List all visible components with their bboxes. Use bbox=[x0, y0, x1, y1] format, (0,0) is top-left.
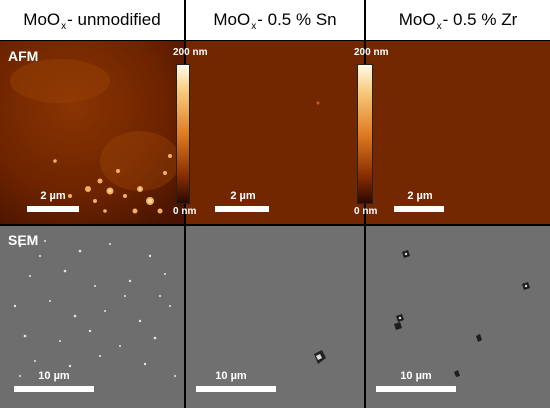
row-divider bbox=[0, 224, 550, 226]
title-prefix: MoO bbox=[23, 10, 61, 29]
sem-scale-label: 10 µm bbox=[38, 370, 70, 382]
title-prefix: MoO bbox=[213, 10, 251, 29]
afm-scale-label: 2 µm bbox=[407, 190, 433, 202]
title-suffix: - 0.5 % Sn bbox=[257, 10, 337, 29]
afm-scale-bar bbox=[215, 206, 269, 212]
column-divider bbox=[364, 0, 366, 408]
sem-panel-zr bbox=[366, 226, 550, 408]
afm-image-zr bbox=[366, 41, 550, 224]
sem-scale-label: 10 µm bbox=[400, 370, 432, 382]
afm-scale-label: 2 µm bbox=[230, 190, 256, 202]
title-suffix: - unmodified bbox=[67, 10, 161, 29]
sem-panel-unmodified bbox=[0, 226, 184, 408]
title-subscript: x bbox=[251, 20, 257, 32]
afm-image-sn bbox=[186, 41, 364, 224]
afm-scale-bar bbox=[27, 206, 79, 212]
afm-colorbar-sn bbox=[176, 64, 190, 204]
sem-row-label: SEM bbox=[8, 232, 39, 248]
colorbar-max-label: 200 nm bbox=[173, 47, 208, 58]
column-title-unmodified: MoO x - unmodified bbox=[0, 0, 184, 40]
afm-panel-unmodified bbox=[0, 41, 184, 224]
sem-panel-sn bbox=[186, 226, 364, 408]
sem-image-unmodified bbox=[0, 226, 184, 408]
column-divider bbox=[184, 0, 186, 408]
colorbar-min-label: 0 nm bbox=[354, 206, 378, 217]
afm-colorbar-zr bbox=[357, 64, 373, 204]
afm-scale-bar bbox=[394, 206, 444, 212]
colorbar-min-label: 0 nm bbox=[173, 206, 197, 217]
sem-scale-label: 10 µm bbox=[215, 370, 247, 382]
header-bar: MoO x - unmodified MoO x - 0.5 % Sn MoO x -… bbox=[0, 0, 550, 41]
sem-scale-bar bbox=[14, 386, 94, 392]
afm-image-unmodified bbox=[0, 41, 184, 224]
sem-image-zr bbox=[366, 226, 550, 408]
colorbar-max-label: 200 nm bbox=[354, 47, 389, 58]
afm-panel-sn bbox=[186, 41, 364, 224]
sem-image-sn bbox=[186, 226, 364, 408]
afm-panel-zr bbox=[366, 41, 550, 224]
title-prefix: MoO bbox=[398, 10, 436, 29]
sem-scale-bar bbox=[196, 386, 276, 392]
afm-scale-label: 2 µm bbox=[40, 190, 66, 202]
afm-row-label: AFM bbox=[8, 48, 39, 64]
title-suffix: - 0.5 % Zr bbox=[442, 10, 518, 29]
sem-scale-bar bbox=[376, 386, 456, 392]
column-title-sn: MoO x - 0.5 % Sn bbox=[186, 0, 364, 40]
title-subscript: x bbox=[436, 20, 442, 32]
title-subscript: x bbox=[61, 20, 67, 32]
column-title-zr: MoO x - 0.5 % Zr bbox=[366, 0, 550, 40]
